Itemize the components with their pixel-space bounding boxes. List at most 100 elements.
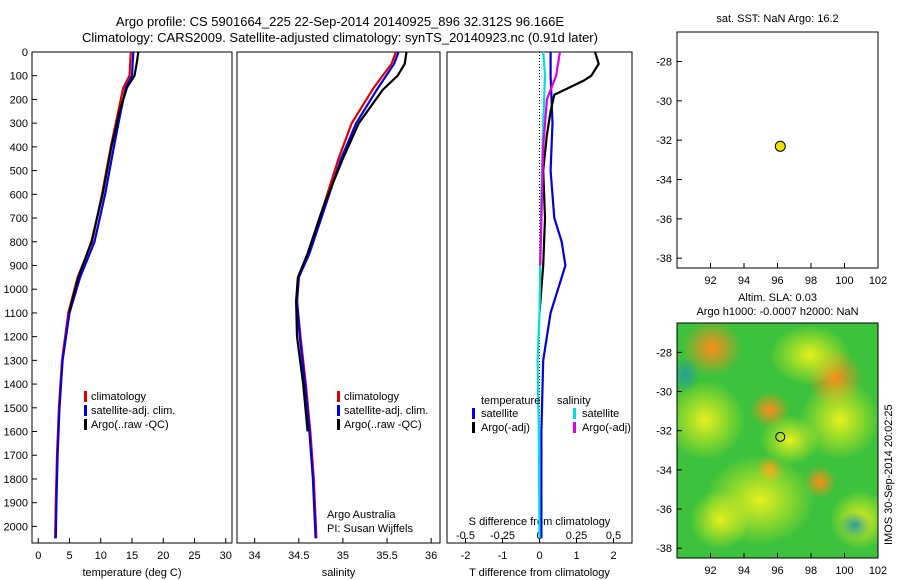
depth-tick-label: 2000: [4, 521, 28, 533]
depth-tick-label: 500: [10, 166, 28, 178]
legend-temperature-title: temperature: [481, 395, 540, 407]
sla-map-title-line2: Argo h1000: -0.0007 h2000: NaN: [696, 306, 858, 318]
difference-x-tick-label: 1: [573, 550, 579, 562]
depth-tick-label: 100: [10, 71, 28, 83]
temperature-legend-swatch: [84, 391, 87, 402]
sla-map-x-tick-label: 100: [835, 565, 853, 577]
difference-x-tick-label: -2: [461, 550, 471, 562]
sla-map-y-tick-label: -32: [656, 426, 672, 438]
pi-label: PI: Susan Wijffels: [327, 523, 413, 535]
legend-salinity-title: salinity: [557, 395, 591, 407]
salinity-x-tick-label: 35.5: [376, 550, 397, 562]
sst-map-y-tick-label: -38: [656, 253, 672, 265]
salinity-legend-label: climatology: [344, 391, 400, 403]
difference-top-tick-label: 0.5: [606, 530, 621, 542]
legend-salinity-swatch: [573, 408, 576, 419]
legend-salinity-swatch: [573, 422, 576, 433]
sla-heatmap-cell: [682, 323, 742, 376]
depth-tick-label: 200: [10, 94, 28, 106]
sla-map-y-tick-label: -34: [656, 465, 672, 477]
sst-map-x-tick-label: 92: [704, 275, 716, 287]
temperature-line-climatology: [54, 51, 132, 539]
depth-tick-label: 1600: [4, 427, 28, 439]
temperature-x-tick-label: 0: [35, 550, 41, 562]
temperature-x-tick-label: 10: [95, 550, 107, 562]
salinity-legend-label: satellite-adj. clim.: [344, 405, 428, 417]
sst-map-y-tick-label: -30: [656, 96, 672, 108]
depth-tick-label: 700: [10, 213, 28, 225]
difference-line-t-argo-adj-: [538, 51, 600, 313]
depth-tick-label: 1100: [4, 308, 28, 320]
salinity-legend-swatch: [337, 419, 340, 430]
sst-map-x-tick-label: 94: [738, 275, 750, 287]
depth-tick-label: 1200: [4, 332, 28, 344]
legend-salinity-label: Argo(-adj): [582, 422, 631, 434]
temperature-line-argo-raw-qc-: [67, 51, 140, 314]
difference-top-tick-label: -0.5: [456, 530, 475, 542]
sst-map-y-tick-label: -28: [656, 57, 672, 69]
sla-heatmap-cell: [677, 357, 699, 393]
sla-heatmap-cell: [690, 490, 750, 550]
depth-tick-label: 1800: [4, 474, 28, 486]
difference-top-tick-label: -0.25: [490, 530, 515, 542]
sla-map-y-tick-label: -36: [656, 504, 672, 516]
sst-map-y-tick-label: -32: [656, 135, 672, 147]
difference-x-tick-label: -1: [498, 550, 508, 562]
sla-map-y-tick-label: -38: [656, 543, 672, 555]
argo-position-marker-sla: [775, 431, 786, 442]
salinity-legend-swatch: [337, 391, 340, 402]
depth-tick-label: 1500: [4, 403, 28, 415]
temperature-line-satellite-adj-clim-: [54, 51, 135, 539]
figure-title-line2: Climatology: CARS2009. Satellite-adjuste…: [82, 30, 598, 45]
difference-x-tick-label: 0: [536, 550, 542, 562]
salinity-x-tick-label: 36: [425, 550, 437, 562]
depth-tick-label: 1300: [4, 355, 28, 367]
sla-heatmap-blobs: [677, 323, 878, 550]
sst-map-y-tick-label: -34: [656, 175, 672, 187]
sla-map-x-tick-label: 96: [771, 565, 783, 577]
salinity-panel-frame: [236, 51, 441, 544]
depth-tick-label: 0: [22, 47, 28, 59]
argo-australia-label: Argo Australia: [327, 509, 396, 521]
depth-tick-label: 1700: [4, 450, 28, 462]
sla-map-y-tick-label: -30: [656, 387, 672, 399]
depth-tick-label: 1900: [4, 498, 28, 510]
sst-map-x-tick-label: 98: [805, 275, 817, 287]
temperature-legend-swatch: [84, 405, 87, 416]
sla-map-y-tick-label: -28: [656, 347, 672, 359]
temperature-x-tick-label: 30: [220, 550, 232, 562]
difference-x-tick-label: 2: [610, 550, 616, 562]
sla-heatmap-cell: [839, 511, 871, 539]
salinity-legend-swatch: [337, 405, 340, 416]
depth-tick-label: 300: [10, 118, 28, 130]
sst-map-title: sat. SST: NaN Argo: 16.2: [716, 13, 838, 25]
sla-heatmap-cell: [760, 415, 820, 465]
sst-map-x-tick-label: 102: [869, 275, 887, 287]
salinity-x-tick-label: 34: [249, 550, 261, 562]
sla-map-x-tick-label: 98: [805, 565, 817, 577]
legend-salinity-label: satellite: [582, 408, 619, 420]
difference-x-label: T difference from climatology: [469, 567, 610, 579]
sla-heatmap-cell: [677, 380, 745, 460]
temperature-panel-frame: [31, 51, 233, 544]
temperature-x-tick-label: 25: [188, 550, 200, 562]
legend-temperature-label: satellite: [481, 408, 518, 420]
salinity-legend-label: Argo(..raw -QC): [344, 419, 422, 431]
depth-tick-label: 1000: [4, 284, 28, 296]
sst-map-x-tick-label: 96: [771, 275, 783, 287]
depth-tick-label: 400: [10, 142, 28, 154]
temperature-x-label: temperature (deg C): [82, 567, 181, 579]
salinity-line-satellite-adj-clim-: [295, 51, 400, 539]
sla-heatmap-cell: [770, 325, 850, 385]
temperature-x-tick-label: 5: [66, 550, 72, 562]
depth-tick-label: 1400: [4, 379, 28, 391]
temperature-legend-label: satellite-adj. clim.: [91, 405, 175, 417]
sla-map-x-tick-label: 94: [738, 565, 750, 577]
salinity-x-tick-label: 35: [337, 550, 349, 562]
sst-map-y-tick-label: -36: [656, 214, 672, 226]
legend-temperature-swatch: [472, 408, 475, 419]
argo-position-marker: [774, 140, 786, 152]
temperature-legend-label: climatology: [91, 391, 147, 403]
legend-temperature-label: Argo(-adj): [481, 422, 530, 434]
